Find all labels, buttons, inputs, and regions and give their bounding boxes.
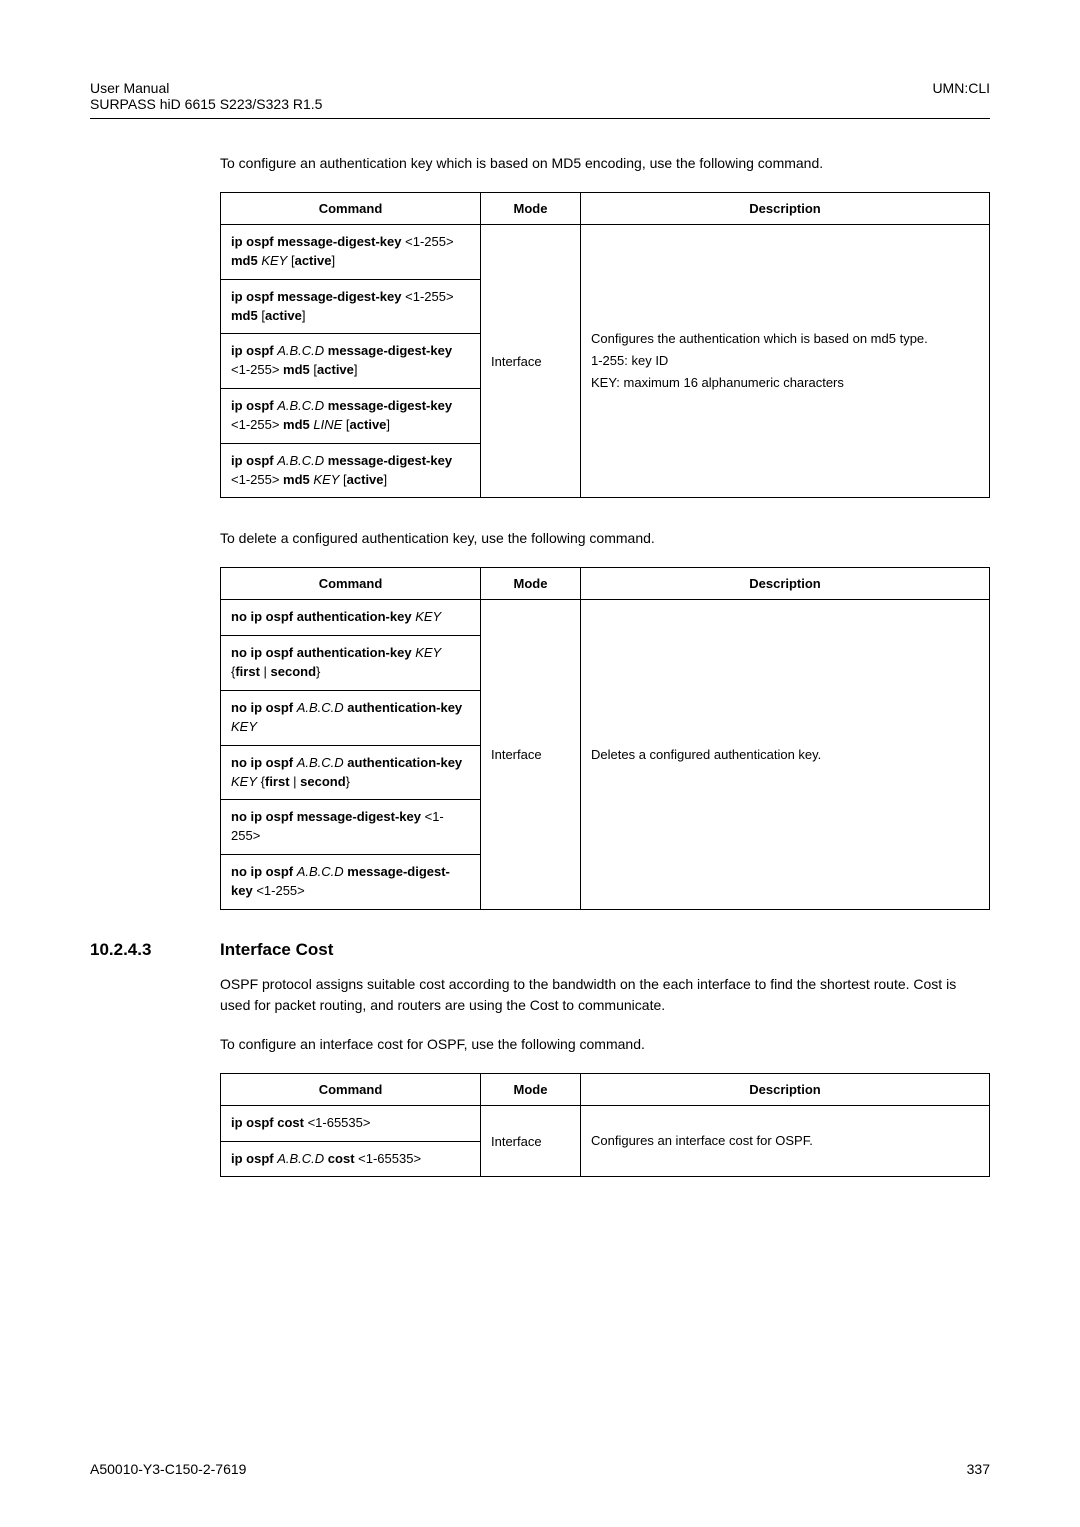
command-table-1: Command Mode Description ip ospf message… <box>220 192 990 498</box>
command-table-3: Command Mode Description ip ospf cost <1… <box>220 1073 990 1178</box>
command-cell: no ip ospf authentication-key KEY {first… <box>221 636 481 691</box>
th-mode: Mode <box>481 1073 581 1105</box>
section-heading: 10.2.4.3 Interface Cost <box>90 940 990 960</box>
header-rule <box>90 118 990 119</box>
th-desc: Description <box>581 568 990 600</box>
th-cmd: Command <box>221 1073 481 1105</box>
command-table-2: Command Mode Description no ip ospf auth… <box>220 567 990 909</box>
page-header: User Manual SURPASS hiD 6615 S223/S323 R… <box>90 80 990 112</box>
section-title: Interface Cost <box>220 940 333 960</box>
command-cell: ip ospf A.B.C.D message-digest-key <1-25… <box>221 334 481 389</box>
header-right: UMN:CLI <box>932 80 990 112</box>
table-row: no ip ospf authentication-key KEYInterfa… <box>221 600 990 636</box>
command-cell: ip ospf cost <1-65535> <box>221 1105 481 1141</box>
command-cell: no ip ospf authentication-key KEY <box>221 600 481 636</box>
th-mode: Mode <box>481 568 581 600</box>
command-cell: no ip ospf A.B.C.D authentication-key KE… <box>221 745 481 800</box>
intro-paragraph-1: To configure an authentication key which… <box>220 153 990 174</box>
section-number: 10.2.4.3 <box>90 940 220 960</box>
th-cmd: Command <box>221 568 481 600</box>
command-cell: no ip ospf A.B.C.D message-digest-key <1… <box>221 855 481 910</box>
command-cell: ip ospf A.B.C.D message-digest-key <1-25… <box>221 389 481 444</box>
mode-cell: Interface <box>481 1105 581 1177</box>
description-cell: Deletes a configured authentication key. <box>581 600 990 909</box>
intro-paragraph-2: To delete a configured authentication ke… <box>220 528 990 549</box>
description-cell: Configures the authentication which is b… <box>581 225 990 498</box>
command-cell: ip ospf message-digest-key <1-255> md5 [… <box>221 279 481 334</box>
mode-cell: Interface <box>481 600 581 909</box>
footer-left: A50010-Y3-C150-2-7619 <box>90 1461 246 1477</box>
th-desc: Description <box>581 1073 990 1105</box>
description-cell: Configures an interface cost for OSPF. <box>581 1105 990 1177</box>
footer-right: 337 <box>967 1461 990 1477</box>
th-desc: Description <box>581 193 990 225</box>
section-paragraph-2: To configure an interface cost for OSPF,… <box>220 1034 990 1055</box>
section-paragraph-1: OSPF protocol assigns suitable cost acco… <box>220 974 990 1016</box>
command-cell: no ip ospf message-digest-key <1-255> <box>221 800 481 855</box>
page-footer: A50010-Y3-C150-2-7619 337 <box>90 1461 990 1477</box>
mode-cell: Interface <box>481 225 581 498</box>
command-cell: no ip ospf A.B.C.D authentication-key KE… <box>221 690 481 745</box>
th-mode: Mode <box>481 193 581 225</box>
command-cell: ip ospf A.B.C.D cost <1-65535> <box>221 1141 481 1177</box>
header-left-line2: SURPASS hiD 6615 S223/S323 R1.5 <box>90 96 322 112</box>
command-cell: ip ospf A.B.C.D message-digest-key <1-25… <box>221 443 481 498</box>
table-row: ip ospf cost <1-65535>InterfaceConfigure… <box>221 1105 990 1141</box>
table-row: ip ospf message-digest-key <1-255> md5 K… <box>221 225 990 280</box>
command-cell: ip ospf message-digest-key <1-255> md5 K… <box>221 225 481 280</box>
th-cmd: Command <box>221 193 481 225</box>
header-left-line1: User Manual <box>90 80 322 96</box>
